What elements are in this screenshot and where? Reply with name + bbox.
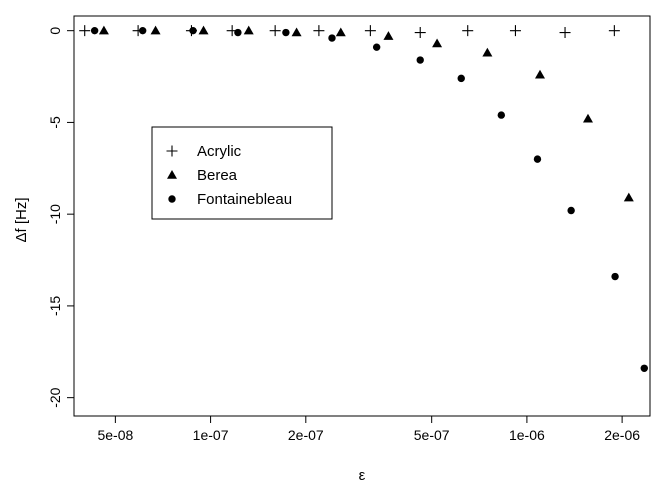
- berea-point: [432, 38, 443, 48]
- x-tick-label: 1e-07: [193, 427, 229, 443]
- acrylic-point: [559, 27, 571, 39]
- berea-point: [98, 25, 109, 35]
- fontainebleau-point: [138, 26, 147, 35]
- berea-point: [383, 31, 394, 40]
- berea-point: [534, 69, 545, 79]
- acrylic-point: [269, 25, 281, 37]
- x-tick-label: 2e-07: [288, 427, 324, 443]
- y-tick-label: -20: [47, 387, 63, 407]
- x-tick-label: 5e-07: [414, 427, 450, 443]
- berea-point: [291, 27, 302, 37]
- y-axis: 0 -5 -10 -15 -20: [47, 27, 74, 408]
- berea-point: [198, 25, 209, 35]
- x-tick-label: 2e-06: [604, 427, 640, 443]
- legend-marker-acrylic: [166, 145, 178, 157]
- y-tick-label: 0: [47, 27, 63, 35]
- legend-label: Acrylic: [197, 143, 242, 160]
- acrylic-point: [313, 25, 325, 37]
- acrylic-point: [414, 27, 426, 39]
- fontainebleau-point: [282, 28, 290, 37]
- data-points: [79, 25, 648, 372]
- legend: Acrylic Berea Fontainebleau: [151, 126, 333, 220]
- berea-point: [582, 113, 593, 123]
- fontainebleau-point: [189, 26, 197, 35]
- fontainebleau-point: [457, 74, 465, 83]
- berea-point: [623, 192, 634, 202]
- berea-point: [243, 25, 254, 35]
- legend-marker-fontainebleau: [168, 195, 176, 203]
- acrylic-point: [79, 25, 91, 37]
- fontainebleau-point: [372, 43, 381, 51]
- fontainebleau-point: [234, 28, 242, 37]
- legend-label: Fontainebleau: [197, 191, 292, 208]
- y-tick-label: -10: [47, 204, 63, 224]
- fontainebleau-point: [90, 26, 99, 35]
- acrylic-point: [462, 25, 474, 37]
- fontainebleau-point: [416, 56, 424, 64]
- legend-marker-berea: [167, 170, 177, 179]
- y-tick-label: -5: [47, 116, 63, 129]
- legend-label: Berea: [197, 167, 238, 184]
- fontainebleau-point: [640, 364, 648, 372]
- acrylic-point: [509, 25, 521, 37]
- acrylic-point: [608, 25, 620, 37]
- x-axis: 5e-08 1e-07 2e-07 5e-07 1e-06 2e-06: [97, 416, 640, 443]
- fontainebleau-point: [533, 155, 542, 163]
- acrylic-point: [364, 25, 376, 37]
- berea-point: [482, 47, 493, 57]
- x-tick-label: 1e-06: [509, 427, 545, 443]
- y-axis-title: Δf [Hz]: [13, 197, 30, 242]
- y-tick-label: -15: [47, 296, 63, 316]
- berea-point: [150, 25, 161, 35]
- berea-point: [335, 27, 346, 37]
- fontainebleau-point: [328, 34, 336, 42]
- x-axis-title: ε: [359, 467, 366, 484]
- x-tick-label: 5e-08: [97, 427, 133, 443]
- fontainebleau-point: [567, 206, 575, 215]
- fontainebleau-point: [611, 272, 619, 281]
- legend-box: [151, 126, 333, 220]
- plot-frame: [73, 15, 651, 417]
- fontainebleau-point: [497, 111, 506, 119]
